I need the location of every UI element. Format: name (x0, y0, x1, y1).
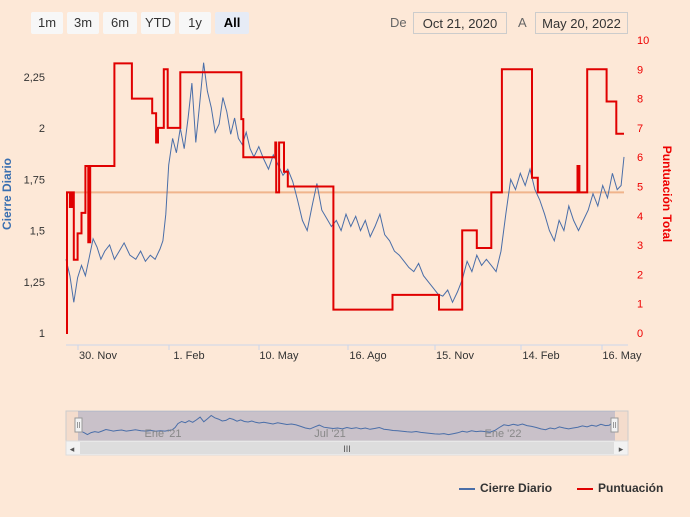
x-tick-label: 16. May (602, 350, 642, 362)
y-left-tick-label: 1,75 (24, 174, 45, 186)
navigator-handle-left[interactable] (74, 417, 83, 433)
navigator-label: Ene '21 (145, 428, 182, 440)
y-right-tick-label: 4 (637, 211, 643, 223)
navigator-label: Jul '21 (314, 428, 345, 440)
date-to-label: A (518, 15, 527, 30)
navigator-series-line (79, 414, 613, 436)
y-right-tick-label: 6 (637, 152, 643, 164)
y-right-tick-label: 0 (637, 328, 643, 340)
navigator-handle-right[interactable] (610, 417, 619, 433)
scrollbar-grip-icon: III (343, 444, 351, 454)
y-right-tick-label: 10 (637, 35, 649, 47)
navigator-mask (78, 411, 615, 441)
range-button-1y[interactable]: 1y (179, 12, 211, 34)
range-button-ytd[interactable]: YTD (141, 12, 175, 34)
legend-score-swatch (577, 487, 593, 490)
legend-price-swatch (459, 487, 475, 490)
legend-price-label: Cierre Diario (480, 481, 553, 495)
y-right-tick-label: 7 (637, 123, 643, 135)
scrollbar[interactable]: III ◂ ▸ (65, 440, 629, 456)
navigator-background (65, 410, 629, 442)
navigator[interactable]: Ene '21 Jul '21 Ene '22 (65, 410, 629, 442)
scrollbar-thumb[interactable] (80, 442, 614, 454)
y-left-tick-label: 1 (39, 328, 45, 340)
series-line-cierre-diario[interactable] (65, 62, 625, 304)
legend-item-price[interactable]: Cierre Diario (459, 481, 552, 495)
x-tick-label: 16. Ago (349, 350, 386, 362)
y-right-tick-label: 5 (637, 182, 643, 194)
x-tick-label: 14. Feb (522, 350, 559, 362)
y-left-tick-label: 1,25 (24, 277, 45, 289)
y-right-tick-label: 8 (637, 94, 643, 106)
y-left-tick-label: 1,5 (30, 226, 45, 238)
legend-score-label: Puntuación (598, 481, 664, 495)
x-tick-label: 15. Nov (436, 350, 474, 362)
date-to-input[interactable]: May 20, 2022 (535, 12, 628, 34)
y-left-tick-label: 2,25 (24, 72, 45, 84)
range-button-3m[interactable]: 3m (67, 12, 99, 34)
y-axis-left-title: Cierre Diario (0, 158, 14, 230)
range-button-1m[interactable]: 1m (31, 12, 63, 34)
date-from-label: De (390, 15, 407, 30)
y-right-tick-label: 2 (637, 269, 643, 281)
series-line-puntuacion[interactable] (66, 62, 624, 334)
legend-item-score[interactable]: Puntuación (577, 481, 663, 495)
date-from-input[interactable]: Oct 21, 2020 (413, 12, 507, 34)
scroll-left-arrow-icon[interactable]: ◂ (70, 444, 75, 454)
x-tick-label: 1. Feb (173, 350, 204, 362)
range-button-all[interactable]: All (215, 12, 249, 34)
y-right-tick-label: 9 (637, 64, 643, 76)
y-right-tick-label: 1 (637, 299, 643, 311)
y-left-tick-label: 2 (39, 123, 45, 135)
x-tick-label: 30. Nov (79, 350, 117, 362)
y-axis-right-title: Puntuación Total (660, 146, 674, 242)
range-button-6m[interactable]: 6m (103, 12, 137, 34)
x-tick-label: 10. May (259, 350, 299, 362)
y-right-tick-label: 3 (637, 240, 643, 252)
navigator-label: Ene '22 (485, 428, 522, 440)
scroll-right-arrow-icon[interactable]: ▸ (619, 444, 624, 454)
